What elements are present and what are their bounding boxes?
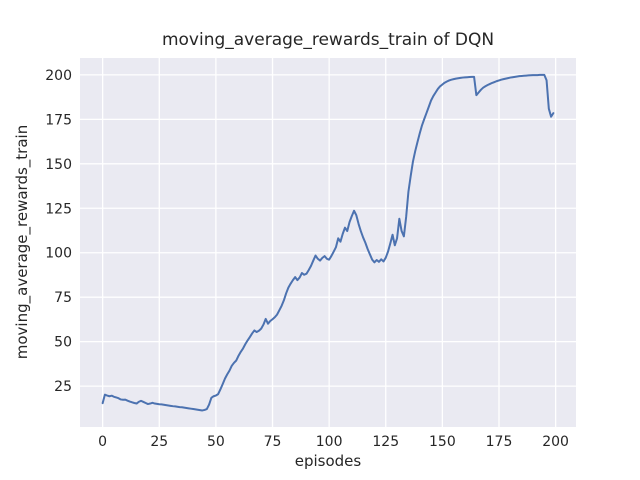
y-tick-label: 50 — [54, 335, 72, 351]
y-tick-label: 25 — [54, 379, 72, 395]
plot-area — [80, 58, 576, 427]
x-tick-label: 0 — [98, 434, 107, 450]
x-tick-label: 175 — [486, 434, 513, 450]
x-tick-label: 150 — [429, 434, 456, 450]
y-tick-label: 150 — [45, 157, 72, 173]
x-tick-label: 75 — [264, 434, 282, 450]
y-tick-label: 75 — [54, 290, 72, 306]
reward-line — [101, 73, 555, 412]
y-tick-label: 175 — [45, 112, 72, 128]
x-tick-label: 125 — [372, 434, 399, 450]
x-tick-label: 50 — [207, 434, 225, 450]
x-tick-label: 25 — [150, 434, 168, 450]
x-tick-label: 100 — [316, 434, 343, 450]
x-tick-label: 200 — [542, 434, 569, 450]
y-tick-label: 100 — [45, 246, 72, 262]
x-axis-label: episodes — [294, 452, 362, 470]
y-tick-label: 200 — [45, 68, 72, 84]
y-tick-label: 125 — [45, 201, 72, 217]
y-axis-label: moving_average_rewards_train — [13, 124, 31, 360]
chart-title: moving_average_rewards_train of DQN — [161, 30, 495, 50]
